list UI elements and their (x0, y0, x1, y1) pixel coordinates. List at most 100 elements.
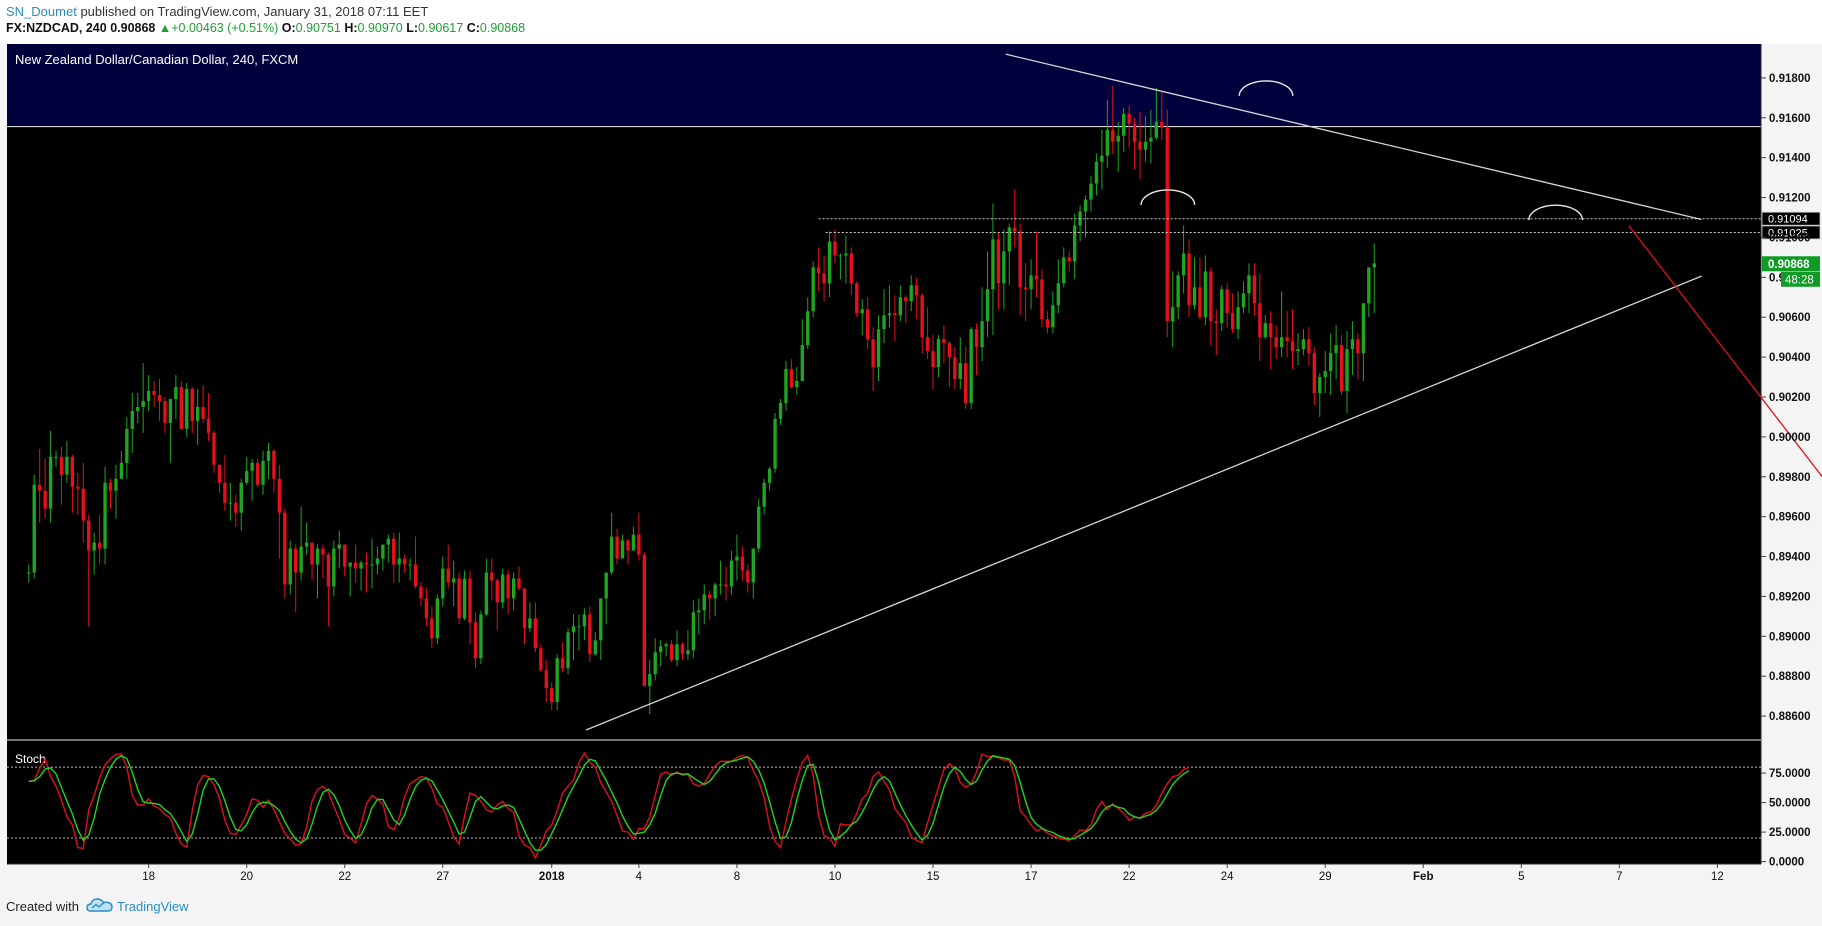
candle-body (800, 345, 804, 382)
candle (255, 458, 260, 487)
candle (103, 466, 107, 565)
candle-body (1034, 275, 1039, 280)
candle (424, 588, 429, 627)
candle (1269, 311, 1273, 370)
candle (811, 261, 815, 318)
candle (97, 514, 102, 565)
pattern-arc[interactable] (1238, 80, 1294, 96)
candle (751, 548, 755, 599)
candle-body (849, 253, 854, 284)
candle (228, 482, 233, 521)
candle-body (789, 369, 794, 388)
candle (223, 454, 227, 511)
candle (724, 566, 728, 601)
stoch-tick-label: 0.0000 (1769, 857, 1804, 869)
chart-canvas[interactable]: New Zealand Dollar/Canadian Dollar, 240,… (0, 44, 1822, 893)
candle (468, 570, 472, 645)
candle (348, 562, 352, 597)
candle-body (343, 544, 347, 567)
candle-body (914, 285, 919, 296)
candle (343, 544, 347, 577)
candle (457, 572, 461, 625)
candle-body (577, 626, 581, 628)
candle-body (691, 612, 696, 651)
candle-body (239, 482, 243, 513)
pattern-arc[interactable] (1140, 189, 1196, 205)
candle-body (642, 554, 647, 687)
candle-body (1192, 287, 1197, 306)
candle-body (735, 556, 739, 561)
candle (157, 379, 162, 421)
candle-body (1181, 253, 1186, 276)
candle-body (294, 548, 298, 573)
candle-body (190, 389, 194, 421)
stoch-tick-label: 50.0000 (1769, 798, 1811, 810)
pattern-arc[interactable] (1528, 204, 1584, 221)
candle (953, 347, 957, 390)
candle (773, 412, 777, 473)
last-price-tag (1762, 256, 1820, 272)
candle (185, 383, 189, 437)
candle-body (1007, 227, 1011, 252)
candles (27, 85, 1376, 715)
candle-body (1345, 349, 1349, 392)
candle-body (876, 329, 881, 368)
candle-body (304, 542, 309, 547)
candle (718, 560, 723, 595)
candle-body (1203, 271, 1208, 318)
candle-body (1171, 307, 1175, 322)
candle-body (1307, 339, 1311, 354)
candle-body (1318, 377, 1322, 393)
candle-body (1089, 183, 1093, 200)
price-tick-label: 0.89200 (1769, 591, 1811, 603)
candle (658, 640, 663, 667)
candle (141, 363, 145, 433)
candle-body (898, 297, 903, 316)
candle-body (827, 241, 832, 284)
candle (822, 255, 826, 302)
candle (304, 522, 309, 555)
candle-body (767, 468, 772, 483)
candle (1318, 373, 1322, 417)
candle (43, 458, 47, 519)
candle-body (784, 369, 788, 403)
candle-body (1132, 123, 1137, 142)
candle (697, 598, 701, 635)
candle-body (860, 309, 864, 314)
author-link[interactable]: SN_Doumet (6, 4, 77, 19)
candle (942, 325, 946, 364)
candle-body (675, 644, 679, 661)
candle (272, 448, 276, 493)
candle-body (740, 556, 745, 571)
candle (87, 514, 91, 627)
candle (397, 532, 401, 583)
descending-trendline[interactable] (1005, 53, 1702, 221)
candle (353, 544, 358, 583)
candle-body (609, 536, 614, 573)
candle (708, 590, 712, 621)
candle-body (708, 594, 712, 599)
candle (582, 608, 587, 641)
tradingview-cloud-icon[interactable] (86, 896, 114, 917)
tradingview-brand[interactable]: TradingView (117, 899, 189, 914)
candle-body (996, 239, 1001, 284)
candle-body (413, 564, 418, 587)
candle (1105, 99, 1110, 168)
projection-arrow[interactable] (1628, 225, 1822, 604)
candle (1345, 331, 1349, 413)
candle-body (1018, 231, 1022, 288)
candle (490, 558, 494, 601)
price-tick-label: 0.88600 (1769, 711, 1811, 723)
candle-body (468, 578, 472, 623)
candle (1051, 291, 1055, 334)
candle-body (381, 544, 385, 559)
candle-body (811, 267, 815, 312)
candle-body (451, 578, 456, 583)
ascending-trendline[interactable] (585, 275, 1702, 731)
candle-body (1301, 339, 1306, 350)
candle-body (686, 650, 690, 655)
candle-body (653, 652, 657, 675)
candle-body (370, 564, 374, 566)
candle (1307, 327, 1311, 366)
candle (1149, 109, 1153, 164)
